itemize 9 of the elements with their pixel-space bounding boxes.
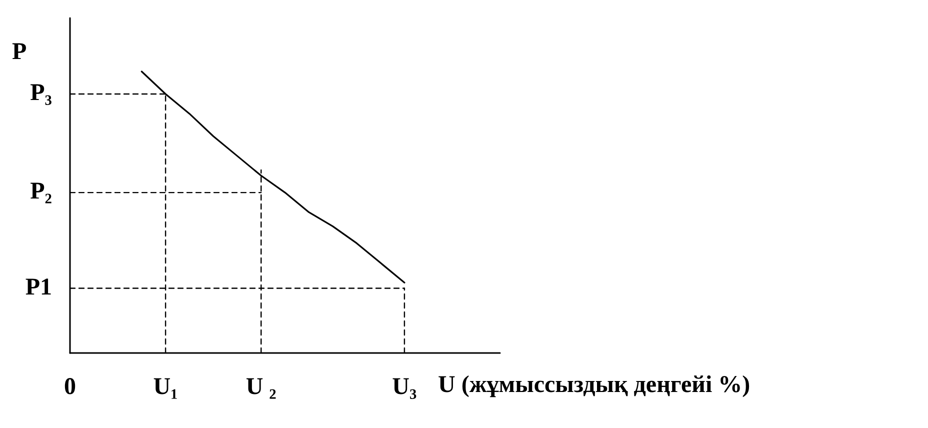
x-tick-label: U₃ (392, 374, 417, 400)
text: P₃ (30, 80, 52, 106)
x-axis-title: U (жұмыссыздық деңгейі %) (438, 372, 750, 398)
y-axis-title: P (12, 38, 27, 65)
x-tick-label: U₁ (153, 374, 178, 400)
text: P1 (25, 274, 52, 300)
text: P₂ (30, 178, 52, 205)
x-tick-label: U ₂ (246, 374, 276, 400)
x-tick-label: 0 (64, 374, 76, 400)
